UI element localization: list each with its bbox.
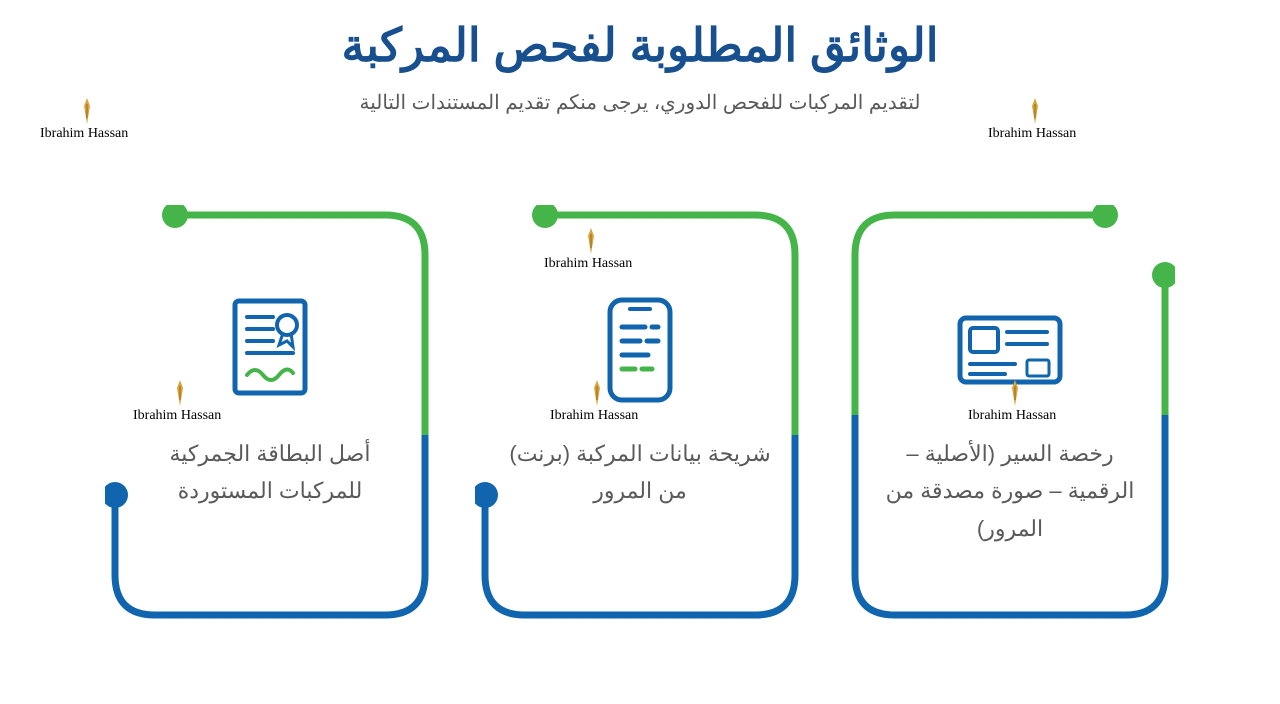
card-label: رخصة السير (الأصلية – الرقمية – صورة مصد… — [845, 435, 1175, 547]
card-customs: أصل البطاقة الجمركية للمركبات المستوردة — [105, 205, 435, 625]
card-label: أصل البطاقة الجمركية للمركبات المستوردة — [105, 435, 435, 510]
card-icon — [950, 295, 1070, 405]
page-title: الوثائق المطلوبة لفحص المركبة — [0, 18, 1280, 72]
card-label: شريحة بيانات المركبة (برنت) من المرور — [475, 435, 805, 510]
phone-icon — [580, 295, 700, 405]
card-printout: شريحة بيانات المركبة (برنت) من المرور — [475, 205, 805, 625]
certificate-icon — [210, 295, 330, 405]
cards-row: رخصة السير (الأصلية – الرقمية – صورة مصد… — [0, 205, 1280, 625]
card-license: رخصة السير (الأصلية – الرقمية – صورة مصد… — [845, 205, 1175, 625]
page-subtitle: لتقديم المركبات للفحص الدوري، يرجى منكم … — [0, 90, 1280, 115]
